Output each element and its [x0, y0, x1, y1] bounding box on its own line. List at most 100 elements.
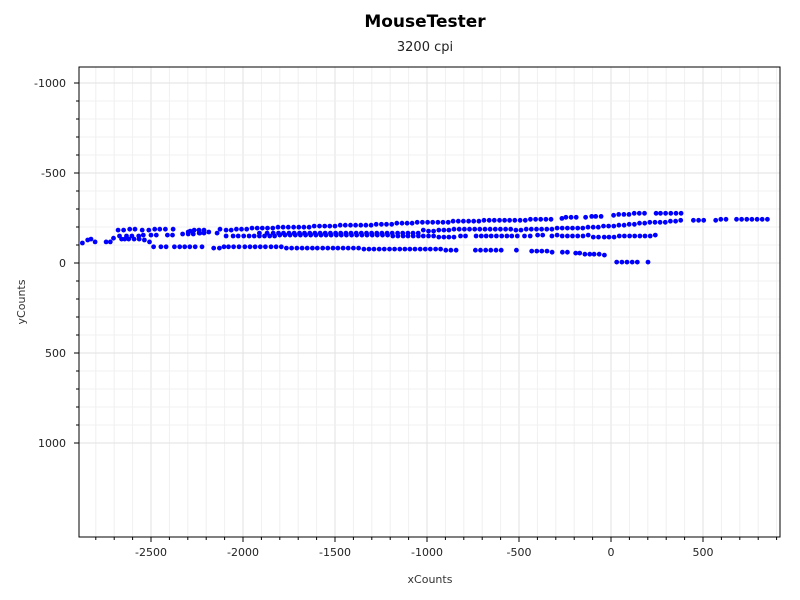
- x-axis-label: xCounts: [408, 573, 453, 586]
- data-point: [652, 232, 658, 238]
- data-point: [765, 216, 770, 222]
- data-point: [503, 226, 508, 232]
- data-point: [616, 212, 622, 217]
- data-point: [338, 230, 344, 236]
- data-point: [491, 217, 497, 223]
- data-point: [257, 230, 262, 236]
- data-point: [596, 234, 601, 240]
- data-point: [420, 227, 426, 233]
- data-point: [559, 225, 565, 231]
- data-point: [570, 233, 575, 239]
- data-point: [598, 214, 604, 219]
- data-point: [504, 233, 510, 239]
- data-point: [328, 230, 333, 236]
- data-point: [353, 230, 359, 236]
- data-point: [527, 233, 533, 239]
- data-point: [529, 248, 535, 254]
- data-point: [466, 218, 471, 224]
- data-point: [228, 227, 234, 233]
- data-point: [221, 244, 227, 250]
- data-point: [642, 210, 647, 216]
- data-point: [626, 212, 632, 217]
- data-point: [280, 224, 286, 230]
- data-point: [223, 233, 229, 239]
- data-point: [590, 224, 596, 230]
- data-point: [481, 217, 487, 223]
- data-point: [451, 234, 457, 240]
- data-point: [522, 233, 527, 239]
- data-point: [499, 233, 505, 239]
- data-point: [575, 225, 581, 231]
- data-point: [718, 216, 724, 222]
- data-point: [450, 218, 456, 224]
- data-point: [270, 230, 276, 236]
- data-point: [214, 230, 220, 236]
- data-point: [278, 244, 284, 250]
- data-point: [606, 234, 612, 240]
- y-axis-label: yCounts: [15, 279, 28, 324]
- data-point: [170, 226, 176, 232]
- data-point: [348, 230, 354, 236]
- data-point: [356, 245, 361, 251]
- data-point: [433, 246, 438, 252]
- data-point: [534, 248, 540, 254]
- data-point: [535, 232, 540, 238]
- chart-title: MouseTester: [364, 12, 486, 32]
- data-point: [642, 220, 648, 226]
- data-point: [497, 217, 502, 223]
- data-point: [587, 251, 593, 257]
- data-point: [645, 259, 651, 265]
- data-point: [242, 244, 248, 250]
- data-point: [358, 222, 364, 228]
- data-point: [580, 225, 586, 231]
- data-point: [249, 225, 255, 231]
- data-point: [448, 247, 454, 253]
- data-point: [619, 259, 625, 265]
- data-point: [327, 223, 333, 229]
- data-point: [614, 259, 620, 265]
- data-point: [158, 244, 164, 250]
- data-point: [573, 250, 579, 256]
- data-point: [407, 246, 413, 252]
- data-point: [358, 230, 364, 236]
- plot-area-border: [78, 66, 781, 538]
- data-point: [247, 244, 253, 250]
- data-point: [611, 234, 617, 240]
- data-point: [180, 231, 186, 237]
- data-point: [148, 232, 154, 238]
- data-point: [136, 233, 142, 239]
- data-point: [589, 214, 595, 219]
- data-point: [307, 230, 313, 236]
- data-point: [170, 232, 175, 238]
- data-point: [231, 244, 237, 250]
- data-point: [658, 210, 663, 216]
- data-point: [223, 227, 229, 233]
- data-point: [353, 222, 358, 228]
- data-point: [463, 233, 468, 239]
- data-point: [431, 228, 436, 234]
- data-point: [244, 226, 250, 232]
- data-point: [285, 224, 291, 230]
- data-point: [744, 216, 750, 222]
- data-point: [236, 244, 242, 250]
- data-point: [270, 225, 276, 231]
- x-tick-label: 0: [608, 546, 615, 559]
- data-point: [348, 222, 353, 228]
- data-point: [302, 230, 307, 236]
- data-point: [539, 248, 545, 254]
- data-point: [451, 226, 457, 232]
- data-point: [668, 210, 674, 216]
- data-point: [642, 233, 648, 239]
- x-tick-label: -2500: [135, 546, 167, 559]
- data-point: [563, 214, 569, 220]
- data-point: [473, 233, 479, 239]
- data-point: [723, 216, 729, 222]
- data-point: [713, 217, 719, 223]
- data-point: [632, 221, 637, 227]
- chart-subtitle: 3200 cpi: [397, 40, 453, 55]
- data-point: [234, 226, 239, 232]
- data-point: [257, 244, 263, 250]
- data-point: [142, 237, 147, 243]
- data-point: [445, 219, 451, 225]
- data-point: [394, 220, 400, 226]
